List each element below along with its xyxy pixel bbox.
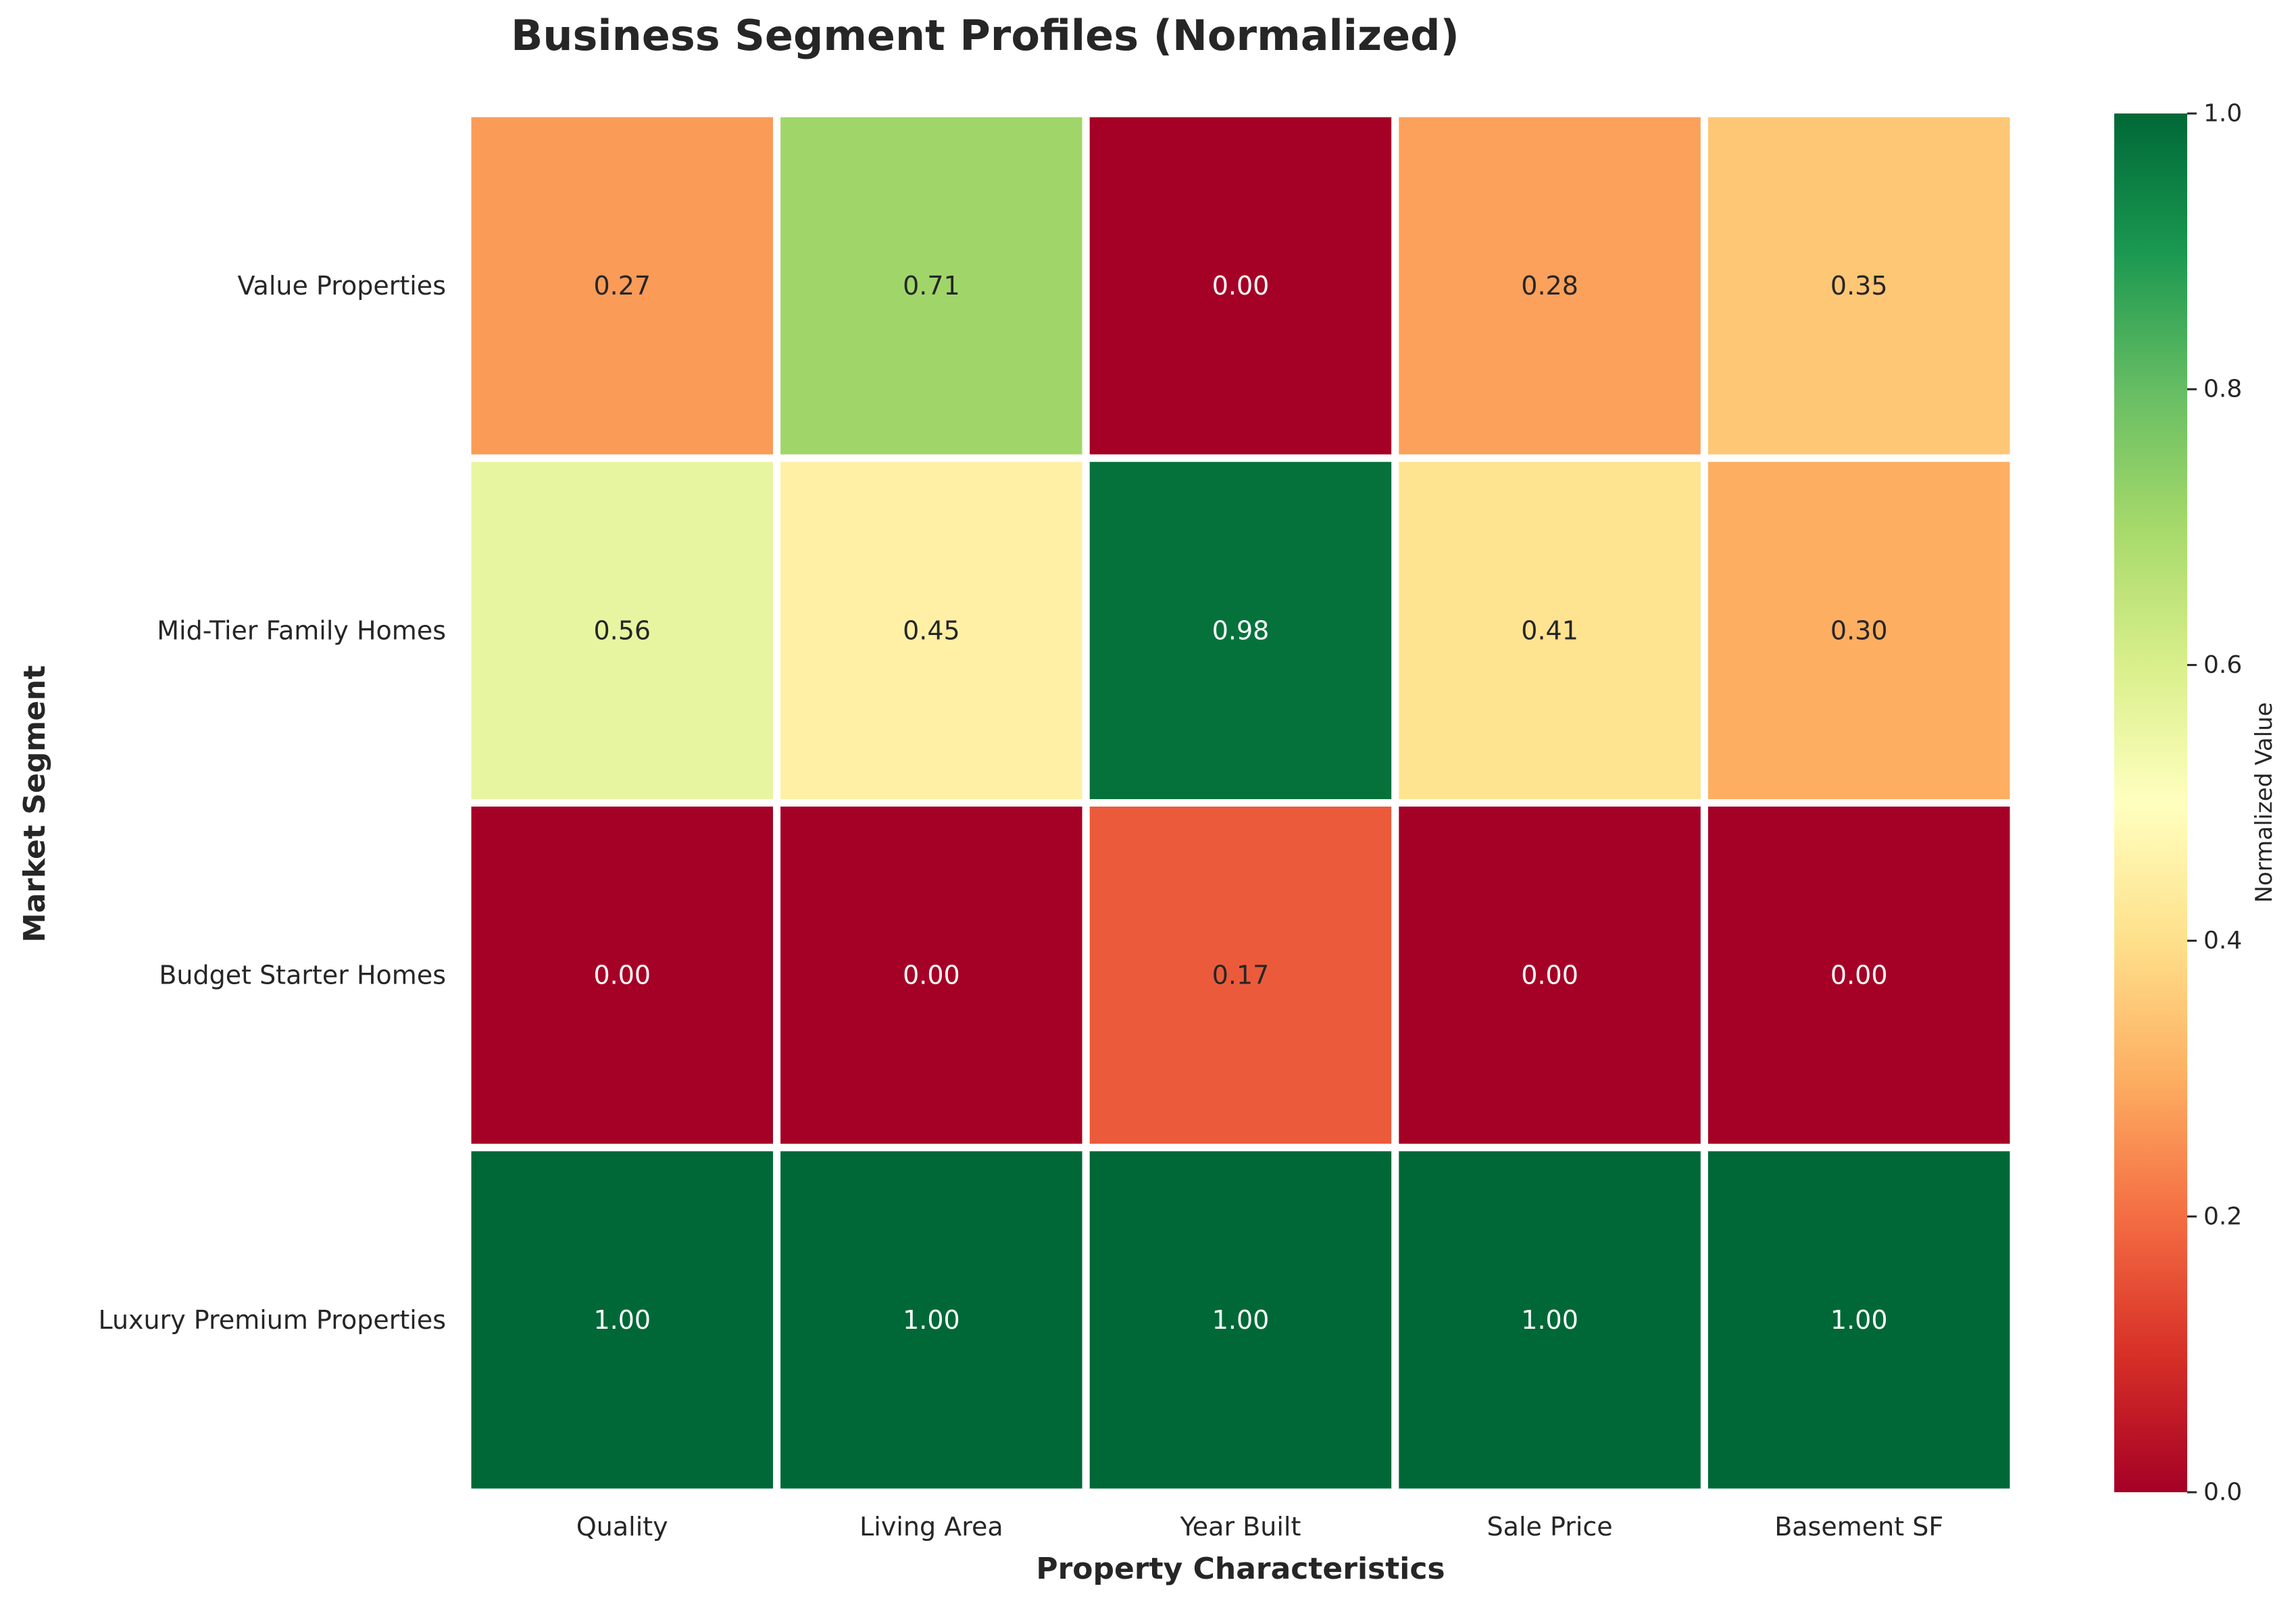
cell-value-label: 1.00 <box>1212 1305 1270 1335</box>
heatmap-cell-luxury-premium-properties-living-area <box>773 1144 1090 1496</box>
cell-value-label: 0.00 <box>903 961 960 990</box>
y-tick-label-budget-starter-homes: Budget Starter Homes <box>159 961 446 990</box>
cell-value-label: 0.30 <box>1830 615 1888 645</box>
heatmap-cell-budget-starter-homes-sale-price <box>1391 799 1708 1152</box>
cell-value-label: 0.00 <box>1521 961 1578 990</box>
y-tick-label-luxury-premium-properties: Luxury Premium Properties <box>98 1305 446 1335</box>
x-tick-label-year-built: Year Built <box>1180 1512 1301 1542</box>
cell-value-label: 0.27 <box>593 271 651 301</box>
colorbar: 0.0 0.2 0.4 0.6 0.8 1.0 Normalized Value <box>2114 100 2278 1506</box>
y-tick-label-value-properties: Value Properties <box>238 271 446 301</box>
x-tick-label-basement-sf: Basement SF <box>1774 1512 1943 1542</box>
heatmap-cell-luxury-premium-properties-year-built <box>1082 1144 1399 1496</box>
heatmap-cell-luxury-premium-properties-sale-price <box>1391 1144 1708 1496</box>
cell-value-label: 0.98 <box>1212 615 1270 645</box>
heatmap-cell-labels: 0.27 0.71 0.00 0.28 0.35 0.56 0.45 0.98 0.41 0.30… <box>593 271 1887 1335</box>
heatmap-cell-luxury-premium-properties-basement-sf <box>1700 1144 2018 1496</box>
y-tick-labels: Value Properties Mid-Tier Family Homes Bud… <box>98 271 446 1335</box>
heatmap-cell-mid-tier-family-homes-year-built <box>1082 454 1399 807</box>
colorbar-tick-label: 1.0 <box>2203 100 2242 128</box>
heatmap-cell-value-properties-quality <box>464 109 781 462</box>
colorbar-label: Normalized Value <box>2251 703 2278 903</box>
heatmap-cells <box>464 109 2018 1496</box>
cell-value-label: 0.71 <box>903 271 960 301</box>
cell-value-label: 0.28 <box>1521 271 1578 301</box>
y-axis-label: Market Segment <box>18 665 52 943</box>
cell-value-label: 1.00 <box>903 1305 960 1335</box>
heatmap-cell-luxury-premium-properties-quality <box>464 1144 781 1496</box>
heatmap-cell-mid-tier-family-homes-sale-price <box>1391 454 1708 807</box>
cell-value-label: 0.56 <box>593 615 651 645</box>
cell-value-label: 1.00 <box>1830 1305 1888 1335</box>
colorbar-tick-label: 0.8 <box>2203 376 2242 403</box>
colorbar-scale <box>2114 113 2187 1492</box>
cell-value-label: 0.00 <box>1830 961 1888 990</box>
heatmap-cell-budget-starter-homes-year-built <box>1082 799 1399 1152</box>
heatmap-cell-value-properties-year-built <box>1082 109 1399 462</box>
cell-value-label: 0.00 <box>1212 271 1270 301</box>
x-axis-label: Property Characteristics <box>1036 1552 1445 1586</box>
heatmap-cell-budget-starter-homes-living-area <box>773 799 1090 1152</box>
colorbar-tick-label: 0.2 <box>2203 1202 2242 1230</box>
colorbar-tick-label: 0.4 <box>2203 927 2242 955</box>
cell-value-label: 1.00 <box>1521 1305 1578 1335</box>
heatmap-cell-value-properties-living-area <box>773 109 1090 462</box>
cell-value-label: 1.00 <box>593 1305 651 1335</box>
cell-value-label: 0.35 <box>1830 271 1888 301</box>
colorbar-tick-label: 0.0 <box>2203 1479 2242 1506</box>
chart-title: Business Segment Profiles (Normalized) <box>511 11 1459 60</box>
cell-value-label: 0.41 <box>1521 615 1578 645</box>
heatmap-cell-mid-tier-family-homes-basement-sf <box>1700 454 2018 807</box>
x-tick-label-living-area: Living Area <box>859 1512 1003 1542</box>
heatmap-cell-budget-starter-homes-basement-sf <box>1700 799 2018 1152</box>
x-tick-label-sale-price: Sale Price <box>1487 1512 1613 1542</box>
cell-value-label: 0.17 <box>1212 961 1270 990</box>
cell-value-label: 0.45 <box>903 615 960 645</box>
x-tick-labels: Quality Living Area Year Built Sale Price Ba… <box>576 1512 1943 1542</box>
x-tick-label-quality: Quality <box>576 1512 668 1542</box>
colorbar-ticks: 0.0 0.2 0.4 0.6 0.8 1.0 <box>2187 100 2242 1506</box>
colorbar-tick-label: 0.6 <box>2203 651 2242 679</box>
cell-value-label: 0.00 <box>593 961 651 990</box>
y-tick-label-mid-tier-family-homes: Mid-Tier Family Homes <box>157 615 446 645</box>
